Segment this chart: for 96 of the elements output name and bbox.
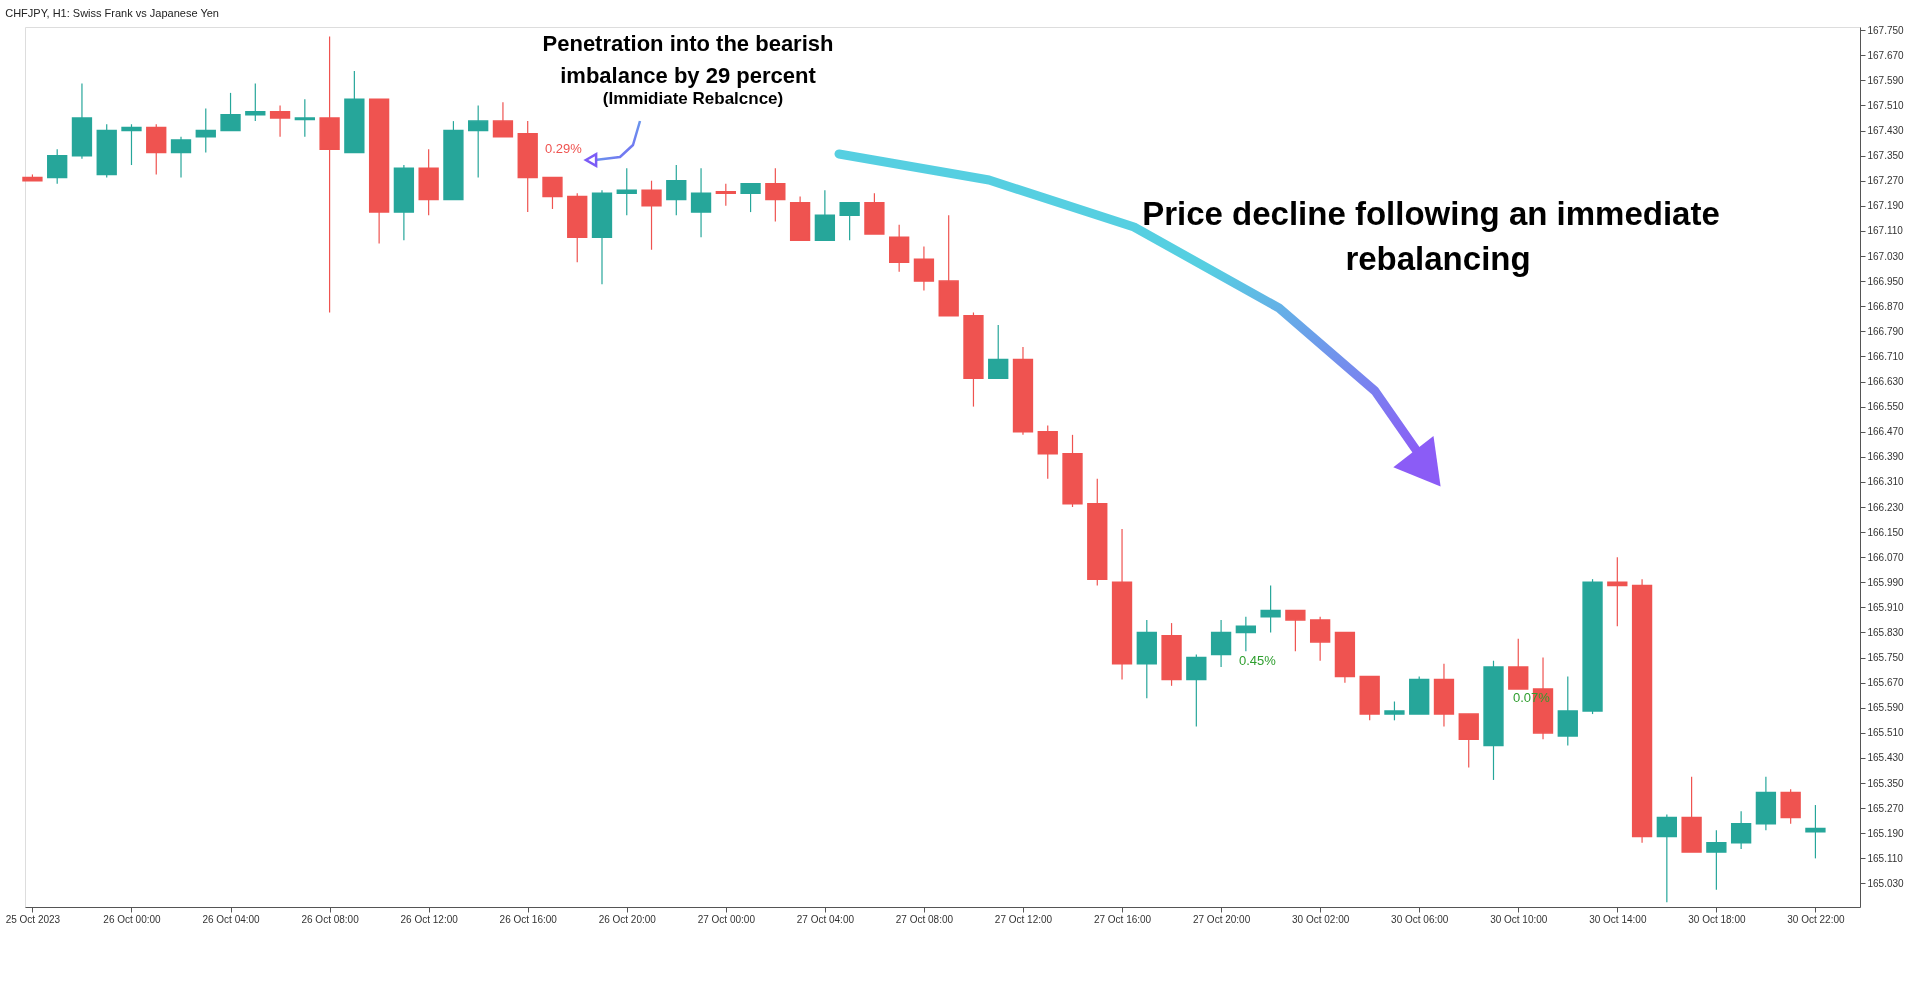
candlestick xyxy=(170,136,192,179)
y-tick-label: 166.950 xyxy=(1867,275,1905,287)
y-tick-label: 165.750 xyxy=(1867,652,1905,664)
candlestick xyxy=(839,201,860,241)
x-tick-label: 27 Oct 20:00 xyxy=(1192,913,1251,925)
y-tick-label: 167.670 xyxy=(1867,49,1905,61)
y-tick-label: 166.310 xyxy=(1867,476,1905,488)
candlestick xyxy=(666,164,687,216)
y-tick-label: 165.350 xyxy=(1867,777,1905,789)
y-tick-label: 165.830 xyxy=(1867,626,1905,638)
candlestick xyxy=(1309,616,1331,662)
candlestick xyxy=(715,183,736,207)
candlestick xyxy=(1285,609,1306,652)
candlestick xyxy=(468,104,489,179)
y-tick-label: 166.390 xyxy=(1867,451,1905,463)
x-tick-label: 27 Oct 16:00 xyxy=(1093,913,1152,925)
candlestick xyxy=(1210,619,1232,668)
candlestick xyxy=(1384,700,1405,721)
candlestick xyxy=(1235,616,1257,652)
y-tick-label: 165.910 xyxy=(1867,601,1905,613)
candlestick xyxy=(121,123,142,166)
candlestick xyxy=(913,246,935,292)
candlestick xyxy=(220,92,241,132)
candlestick xyxy=(1037,424,1058,480)
y-tick-label: 165.670 xyxy=(1867,677,1905,689)
y-tick-label: 165.110 xyxy=(1867,852,1904,864)
candlestick xyxy=(1656,813,1677,903)
x-tick-label: 27 Oct 00:00 xyxy=(697,913,756,925)
x-tick-label: 26 Oct 20:00 xyxy=(598,913,657,925)
y-tick-label: 165.030 xyxy=(1867,877,1905,889)
y-tick-label: 165.430 xyxy=(1867,752,1905,764)
y-tick-label: 167.510 xyxy=(1867,99,1905,111)
x-tick-label: 26 Oct 12:00 xyxy=(400,913,459,925)
annotation: 0.45% xyxy=(1239,653,1277,668)
annotation: Price decline following an immediate xyxy=(1142,195,1720,232)
x-tick-label: 26 Oct 00:00 xyxy=(103,913,162,925)
x-tick-label: 26 Oct 08:00 xyxy=(301,913,360,925)
candlestick xyxy=(641,180,662,251)
candlestick xyxy=(492,101,514,138)
candlestick xyxy=(195,107,216,154)
annotation: Penetration into the bearish xyxy=(542,31,834,56)
x-tick-label: 27 Oct 04:00 xyxy=(796,913,855,925)
x-tick-label: 30 Oct 10:00 xyxy=(1490,913,1548,925)
candlestick xyxy=(1730,810,1752,850)
x-tick-label: 30 Oct 06:00 xyxy=(1391,913,1449,925)
annotation: (Immidiate Rebalcnce) xyxy=(602,89,784,108)
candlestick xyxy=(1508,638,1529,690)
y-tick-label: 167.270 xyxy=(1867,175,1905,187)
y-tick-label: 166.550 xyxy=(1867,401,1905,413)
y-tick-label: 167.190 xyxy=(1867,200,1905,212)
x-tick-label: 25 Oct 2023 xyxy=(5,913,61,925)
candlestick xyxy=(1805,804,1826,859)
candlestick xyxy=(269,104,291,138)
candlestick xyxy=(542,176,563,210)
x-tick-label: 30 Oct 14:00 xyxy=(1589,913,1647,925)
candlestick xyxy=(616,167,637,216)
y-tick-label: 165.510 xyxy=(1867,727,1905,739)
candlestick xyxy=(988,324,1009,380)
y-tick-label: 165.270 xyxy=(1867,802,1905,814)
y-tick-label: 166.070 xyxy=(1867,551,1905,563)
y-tick-label: 166.230 xyxy=(1867,501,1905,513)
annotation: 0.29% xyxy=(545,141,583,156)
y-tick-label: 167.590 xyxy=(1867,74,1905,86)
y-tick-label: 167.030 xyxy=(1867,250,1905,262)
y-tick-label: 166.710 xyxy=(1867,350,1905,362)
y-tick-label: 165.990 xyxy=(1867,576,1905,588)
y-tick-label: 167.430 xyxy=(1867,125,1905,137)
y-tick-label: 167.350 xyxy=(1867,150,1905,162)
x-tick-label: 30 Oct 22:00 xyxy=(1787,913,1845,925)
candlestick xyxy=(1186,653,1207,728)
candlestick xyxy=(765,167,786,223)
candlestick xyxy=(1706,829,1727,891)
y-tick-label: 167.110 xyxy=(1867,225,1904,237)
candlestick xyxy=(245,82,266,122)
candlestick xyxy=(1260,584,1281,634)
candlestick xyxy=(740,183,761,213)
y-tick-label: 165.590 xyxy=(1867,702,1905,714)
x-tick-label: 26 Oct 16:00 xyxy=(499,913,558,925)
candlestick xyxy=(47,148,68,185)
y-tick-label: 166.870 xyxy=(1867,300,1905,312)
candlestick xyxy=(294,98,315,138)
y-tick-label: 166.790 xyxy=(1867,325,1905,337)
y-tick-label: 166.630 xyxy=(1867,376,1905,388)
x-tick-label: 30 Oct 02:00 xyxy=(1292,913,1350,925)
annotation: imbalance by 29 percent xyxy=(560,63,817,88)
x-tick-label: 30 Oct 18:00 xyxy=(1688,913,1746,925)
chart-title: CHFJPY, H1: Swiss Frank vs Japanese Yen xyxy=(5,7,219,20)
y-tick-label: 165.190 xyxy=(1867,827,1905,839)
y-tick-label: 167.750 xyxy=(1867,24,1905,36)
x-tick-label: 26 Oct 04:00 xyxy=(202,913,261,925)
annotation: rebalancing xyxy=(1345,240,1531,277)
y-tick-label: 166.150 xyxy=(1867,526,1905,538)
x-tick-label: 27 Oct 08:00 xyxy=(895,913,954,925)
candlestick xyxy=(690,167,712,238)
x-tick-label: 27 Oct 12:00 xyxy=(994,913,1053,925)
y-tick-label: 166.470 xyxy=(1867,426,1905,438)
